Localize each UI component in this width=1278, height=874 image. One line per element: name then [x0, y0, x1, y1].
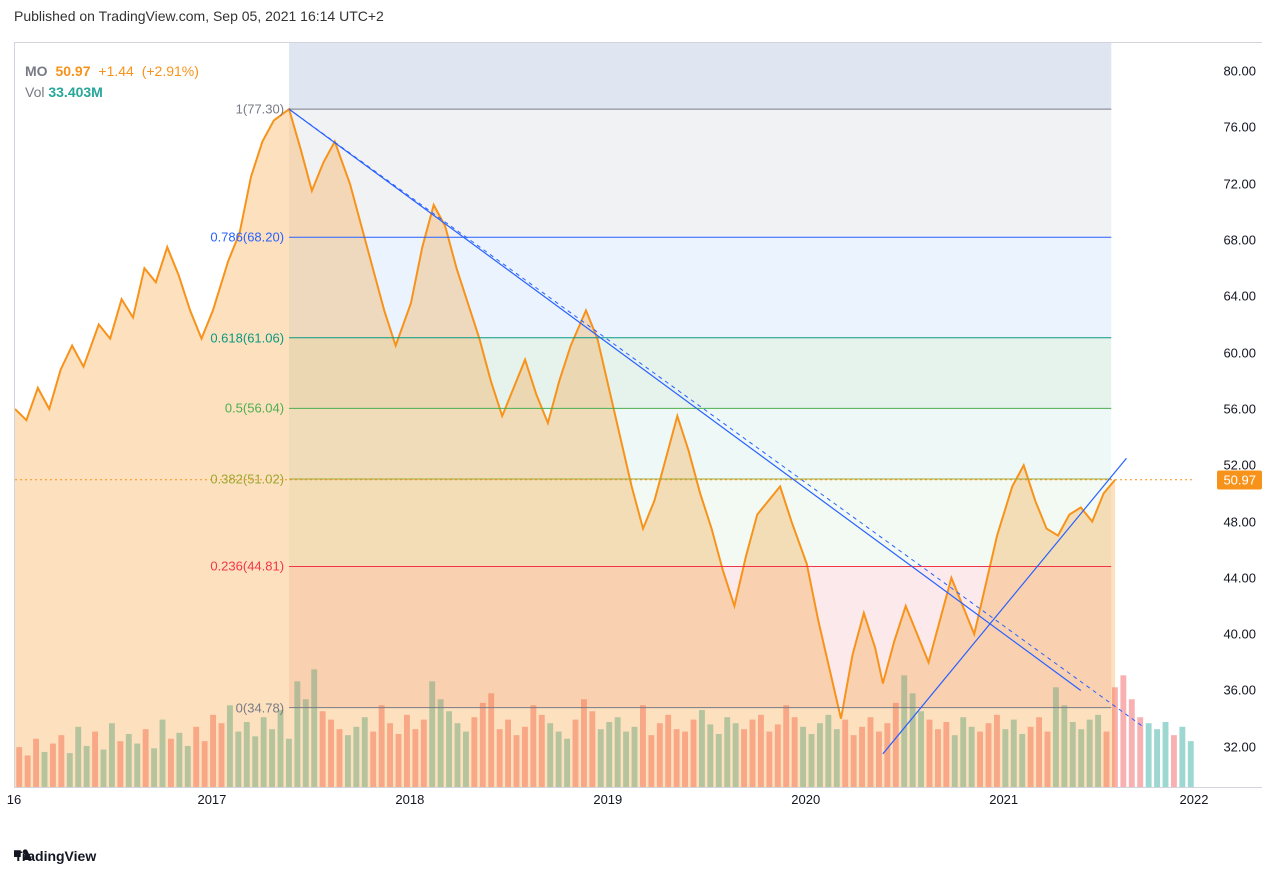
- x-axis-tick: 2021: [989, 792, 1018, 807]
- price-axis[interactable]: 32.0036.0040.0044.0048.0052.0056.0060.00…: [1194, 42, 1262, 788]
- legend-symbol: MO: [25, 63, 48, 79]
- publish-header: Published on TradingView.com, Sep 05, 20…: [0, 0, 1278, 32]
- legend-price: 50.97: [55, 63, 90, 79]
- y-axis-tick: 40.00: [1223, 627, 1256, 642]
- plot-svg: [15, 43, 1194, 788]
- y-axis-tick: 32.00: [1223, 739, 1256, 754]
- fib-label: 1(77.30): [236, 102, 284, 117]
- y-axis-tick: 36.00: [1223, 683, 1256, 698]
- y-axis-tick: 64.00: [1223, 289, 1256, 304]
- y-axis-tick: 68.00: [1223, 233, 1256, 248]
- x-axis-tick: 2017: [197, 792, 226, 807]
- fib-label: 0.5(56.04): [225, 401, 284, 416]
- fib-label: 0.382(51.02): [210, 472, 284, 487]
- chart-area: MO 50.97 +1.44 (+2.91%) Vol 33.403M 0(34…: [14, 30, 1262, 832]
- y-axis-tick: 44.00: [1223, 570, 1256, 585]
- fib-label: 0(34.78): [236, 700, 284, 715]
- y-axis-tick: 80.00: [1223, 64, 1256, 79]
- chart-legend: MO 50.97 +1.44 (+2.91%) Vol 33.403M: [25, 61, 203, 103]
- tradingview-logo-icon: [14, 848, 32, 860]
- x-axis-tick: 2018: [395, 792, 424, 807]
- fib-label: 0.786(68.20): [210, 230, 284, 245]
- x-axis-tick: 16: [7, 792, 21, 807]
- legend-change-abs: +1.44: [98, 63, 133, 79]
- fib-label: 0.236(44.81): [210, 559, 284, 574]
- legend-vol-value: 33.403M: [48, 84, 102, 100]
- x-axis-tick: 2020: [791, 792, 820, 807]
- x-axis-tick: 2019: [593, 792, 622, 807]
- last-price-tag: 50.97: [1217, 470, 1262, 489]
- plot-region[interactable]: MO 50.97 +1.44 (+2.91%) Vol 33.403M 0(34…: [14, 42, 1194, 788]
- legend-vol-label: Vol: [25, 84, 44, 100]
- x-axis-tick: 2022: [1180, 792, 1209, 807]
- tradingview-watermark: TradingView: [14, 848, 96, 864]
- y-axis-tick: 60.00: [1223, 345, 1256, 360]
- fib-label: 0.618(61.06): [210, 330, 284, 345]
- time-axis[interactable]: 16201720182019202020212022: [14, 788, 1194, 818]
- y-axis-tick: 48.00: [1223, 514, 1256, 529]
- y-axis-tick: 76.00: [1223, 120, 1256, 135]
- legend-change-pct: (+2.91%): [142, 63, 199, 79]
- y-axis-tick: 72.00: [1223, 176, 1256, 191]
- y-axis-tick: 56.00: [1223, 401, 1256, 416]
